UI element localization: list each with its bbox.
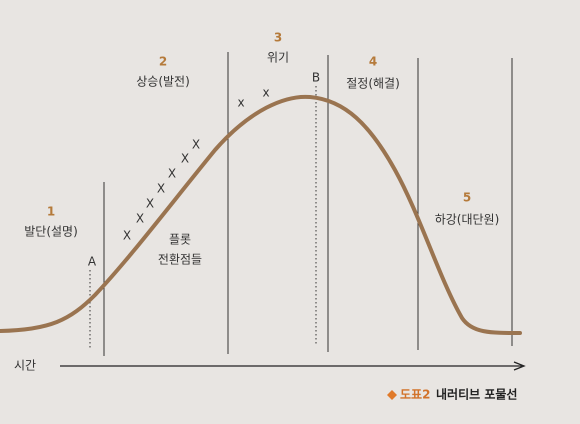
- stage-label: 위기: [267, 51, 289, 65]
- point-label: A: [88, 255, 97, 269]
- turning-point-marker: x: [262, 86, 269, 100]
- stage-number: 1: [47, 205, 55, 219]
- stage-number: 2: [159, 55, 167, 69]
- stage-label: 상승(발전): [136, 75, 190, 89]
- turning-point-marker: X: [192, 138, 200, 152]
- turning-point-marker: X: [123, 229, 131, 243]
- turning-point-marker: X: [146, 197, 154, 211]
- plot-label: 전환점들: [158, 253, 202, 267]
- caption-label: 도표2: [400, 388, 430, 402]
- stage-number: 4: [369, 55, 377, 69]
- caption-diamond: [387, 390, 397, 400]
- axis-arrow: [513, 361, 526, 371]
- axis-label: 시간: [14, 359, 36, 373]
- turning-point-marker: X: [136, 212, 144, 226]
- turning-point-marker: x: [237, 96, 244, 110]
- stage-label: 하강(대단원): [435, 213, 500, 227]
- caption-title: 내러티브 포물선: [436, 387, 517, 402]
- turning-point-marker: X: [181, 152, 189, 166]
- stage-label: 절정(해결): [346, 77, 400, 91]
- stage-label: 발단(설명): [24, 225, 78, 239]
- point-label: B: [312, 71, 320, 85]
- plot-label: 플롯: [169, 233, 191, 247]
- stage-number: 3: [274, 31, 282, 45]
- narrative-curve: [0, 94, 522, 335]
- turning-point-marker: X: [157, 182, 165, 196]
- stage-number: 5: [463, 191, 471, 205]
- turning-point-marker: X: [168, 167, 176, 181]
